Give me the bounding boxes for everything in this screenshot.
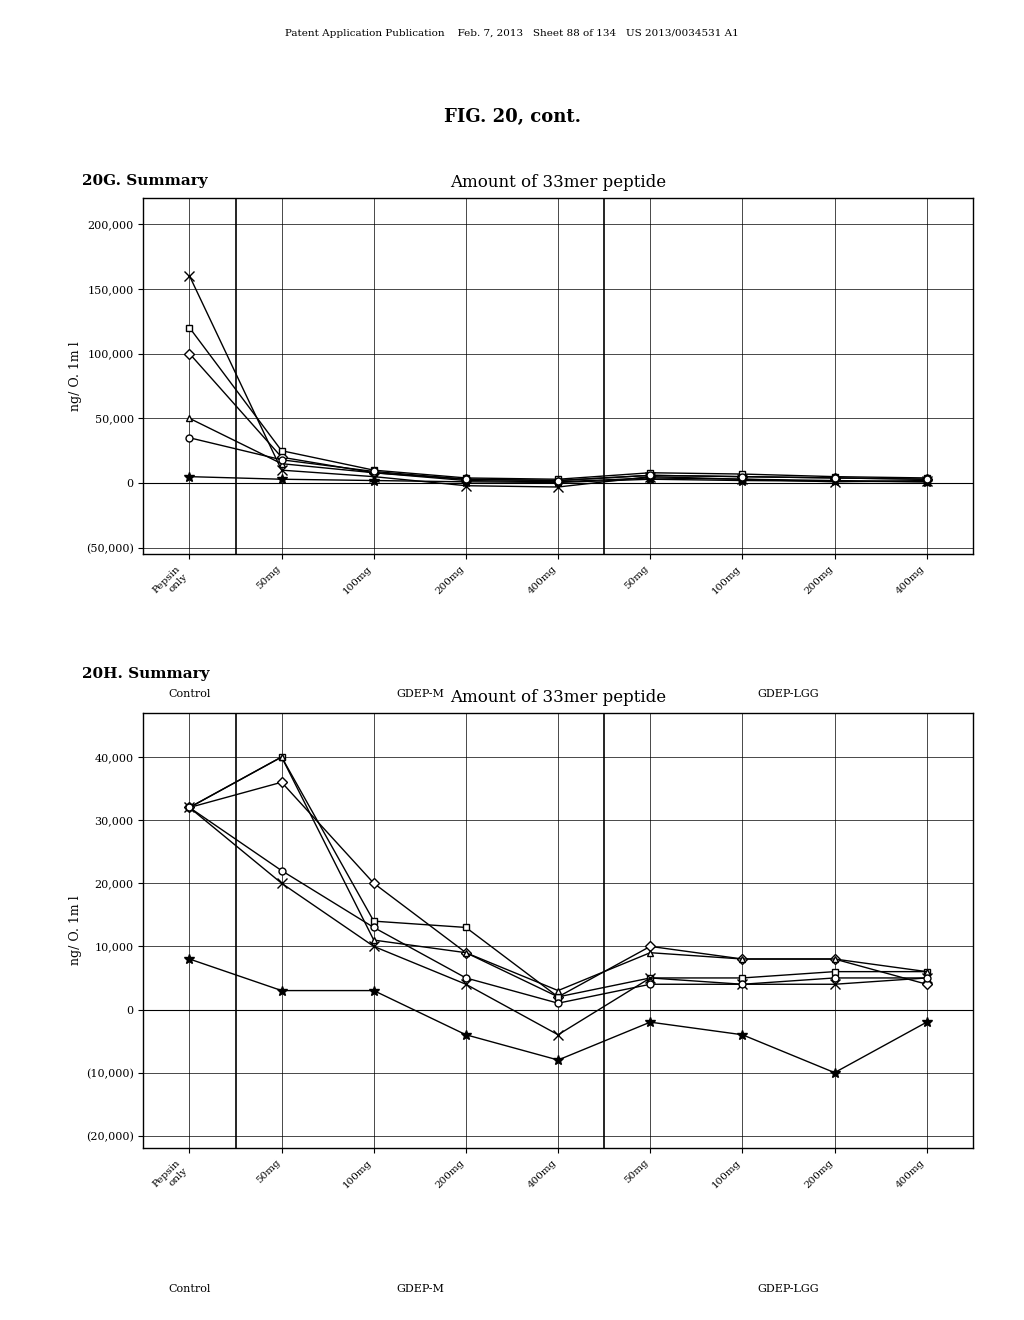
Text: GDEP-M: GDEP-M [396,1284,443,1294]
Y-axis label: ng/ O. 1m l: ng/ O. 1m l [69,896,82,965]
Title: Amount of 33mer peptide: Amount of 33mer peptide [450,689,667,706]
Text: Control: Control [168,689,211,700]
Text: GDEP-M: GDEP-M [396,689,443,700]
Text: GDEP-LGG: GDEP-LGG [758,1284,819,1294]
Legend: Ravioli, Macaroni, Bread 1, Bread 2, Lasagna, Pasta: Ravioli, Macaroni, Bread 1, Bread 2, Las… [379,807,737,841]
Text: FIG. 20, cont.: FIG. 20, cont. [443,108,581,127]
Title: Amount of 33mer peptide: Amount of 33mer peptide [450,174,667,191]
Text: Patent Application Publication    Feb. 7, 2013   Sheet 88 of 134   US 2013/00345: Patent Application Publication Feb. 7, 2… [285,29,739,38]
Text: 20G. Summary: 20G. Summary [82,174,208,189]
Text: Control: Control [168,1284,211,1294]
Text: 20H. Summary: 20H. Summary [82,667,210,681]
Y-axis label: ng/ O. 1m l: ng/ O. 1m l [69,342,82,411]
Text: GDEP-LGG: GDEP-LGG [758,689,819,700]
